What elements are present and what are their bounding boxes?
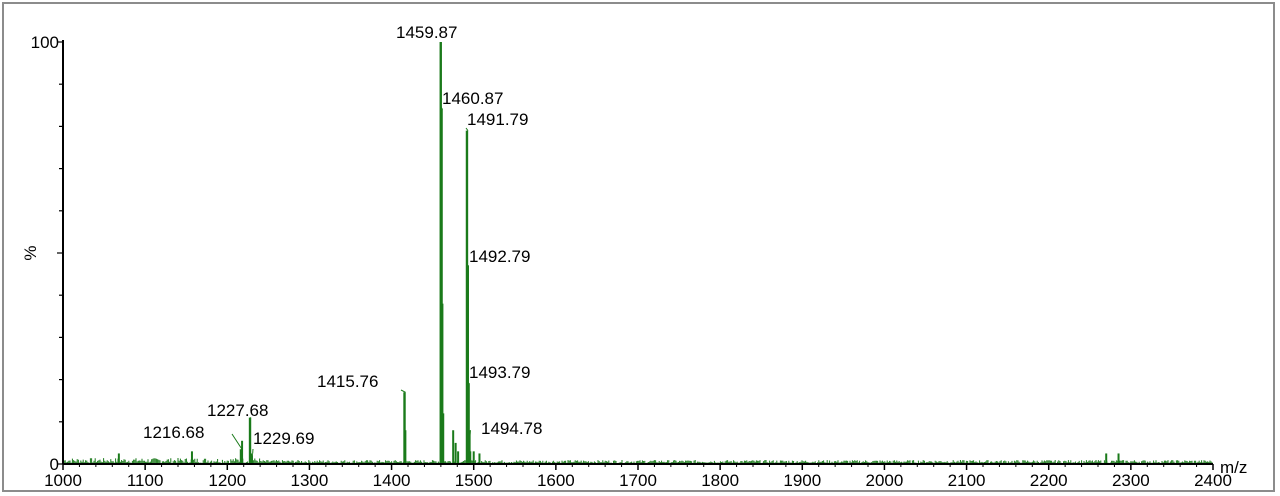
- leader-line: [231, 433, 243, 450]
- x-tick-label: 1100: [127, 471, 164, 490]
- y-axis-label: %: [21, 245, 40, 260]
- peak-label: 1493.79: [469, 363, 530, 382]
- leader-line: [440, 106, 443, 110]
- x-tick-label: 1900: [783, 471, 821, 490]
- x-tick-label: 2200: [1030, 471, 1068, 490]
- y-tick-label: 0: [50, 455, 59, 474]
- leader-line: [465, 127, 469, 131]
- peak-label: 1227.68: [207, 401, 268, 420]
- peak-label: 1216.68: [143, 423, 204, 442]
- x-tick-label: 1300: [291, 471, 329, 490]
- x-tick-label: 1400: [373, 471, 411, 490]
- peak-label: 1415.76: [317, 372, 378, 391]
- x-tick-label: 1000: [44, 471, 82, 490]
- peak-label: 1492.79: [469, 247, 530, 266]
- peak-label: 1460.87: [442, 89, 503, 108]
- x-tick-label: 1700: [619, 471, 657, 490]
- axes: 1000 1100 1200 1300 1400 1500 1600 1700 1800 1900…: [31, 33, 1232, 490]
- peak-label: 1459.87: [396, 23, 457, 42]
- leader-line: [466, 381, 470, 385]
- leader-line: [400, 389, 406, 393]
- x-tick-label: 1500: [455, 471, 493, 490]
- x-tick-label: 2000: [866, 471, 904, 490]
- x-tick-label: 2300: [1112, 471, 1150, 490]
- x-tick-label: 2400: [1194, 471, 1232, 490]
- x-tick-label: 1800: [701, 471, 739, 490]
- x-tick-label: 1200: [208, 471, 246, 490]
- peak-label: 1494.78: [481, 419, 542, 438]
- peak-label: 1229.69: [253, 429, 314, 448]
- x-tick-label: 2100: [948, 471, 986, 490]
- y-tick-label: 100: [31, 33, 59, 52]
- peak-lines: [117, 42, 1120, 464]
- x-tick-label: 1600: [537, 471, 575, 490]
- peak-label: 1491.79: [467, 110, 528, 129]
- x-axis-label: m/z: [1220, 458, 1247, 477]
